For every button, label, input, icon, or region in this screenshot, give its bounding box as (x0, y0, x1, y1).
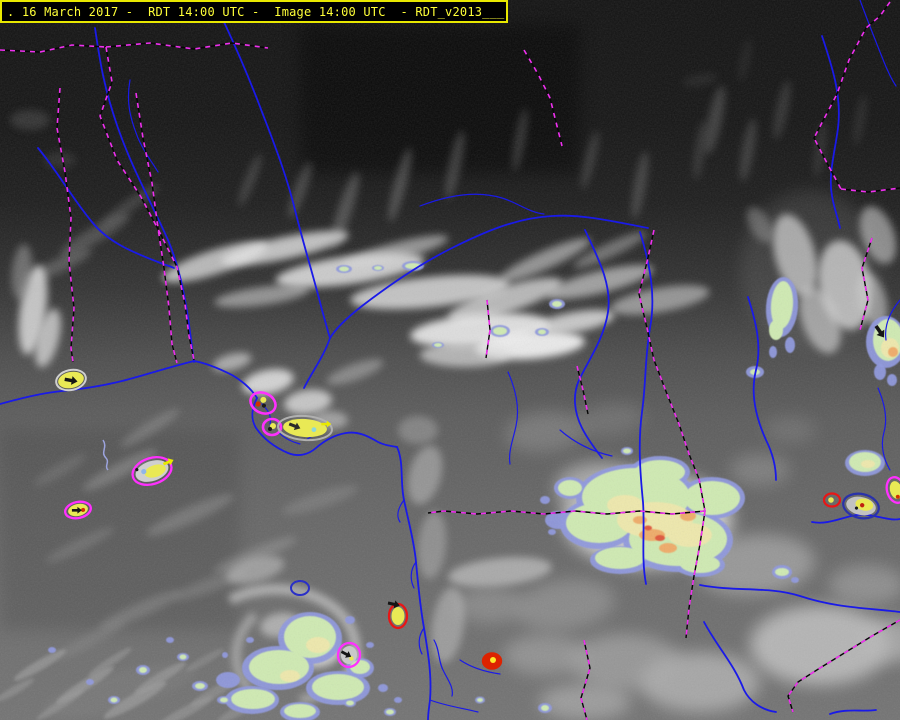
title-text: . 16 March 2017 - RDT 14:00 UTC - Image … (7, 4, 505, 19)
cell-motion-arrow-icon (162, 458, 174, 466)
cell-motion-arrow-icon (64, 376, 78, 385)
title-bar: . 16 March 2017 - RDT 14:00 UTC - Image … (0, 0, 508, 23)
storm-cell-south-c[interactable] (481, 652, 503, 670)
cell-motion-arrow-icon (874, 324, 885, 338)
cell-motion-arrow-icon (321, 420, 332, 428)
storm-cell-south-b[interactable] (336, 641, 362, 669)
cell-motion-arrow-east[interactable] (872, 323, 888, 340)
storm-cell-sea-a[interactable] (129, 451, 179, 489)
storm-cells-layer (54, 323, 900, 670)
cell-motion-arrow-icon (288, 422, 301, 431)
storm-cell-delta-west-a[interactable] (247, 388, 279, 417)
cell-motion-arrow-icon (71, 506, 82, 514)
storm-cell-east-edge[interactable] (884, 475, 900, 505)
storm-cell-east-b[interactable] (841, 491, 881, 522)
storm-cell-delta-west-b[interactable] (261, 417, 283, 437)
storm-cell-sea-b[interactable] (64, 499, 93, 520)
cell-motion-arrow-icon (340, 650, 352, 658)
storm-cell-niger-delta[interactable] (277, 414, 333, 442)
storm-cell-ghana-coast[interactable] (54, 367, 88, 393)
storm-cell-south-a[interactable] (387, 599, 409, 630)
storm-cell-east-a[interactable] (822, 492, 842, 508)
cell-motion-arrow-icon (387, 600, 400, 609)
